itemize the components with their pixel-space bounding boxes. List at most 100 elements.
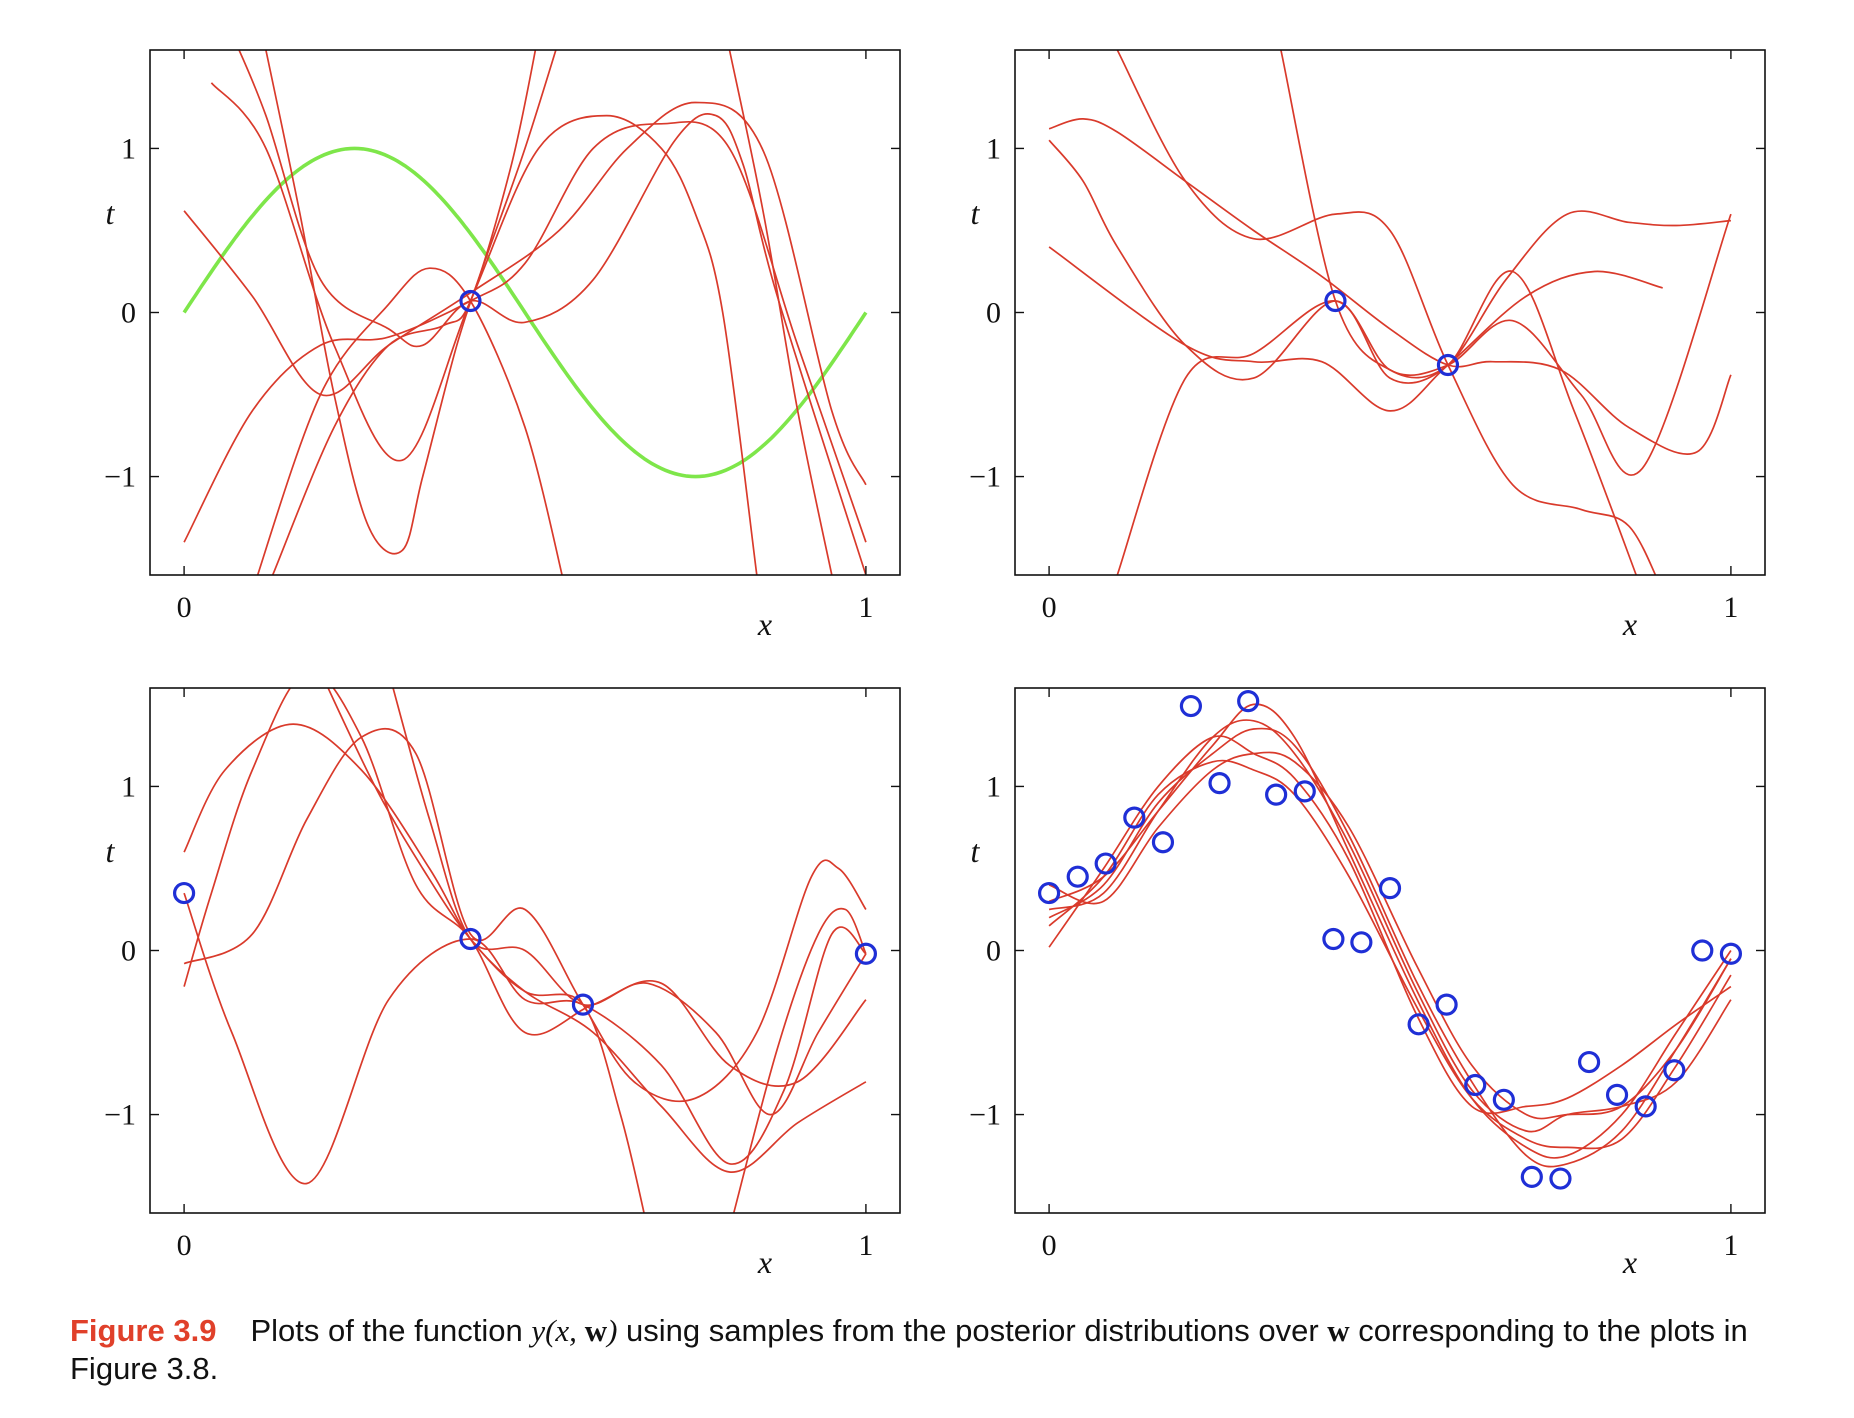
plot-area: [1048, 50, 1732, 575]
sample-curve-3: [1048, 719, 1732, 1133]
data-point: [1719, 942, 1743, 965]
axes-frame: [1014, 49, 1766, 576]
data-point: [1492, 1088, 1515, 1111]
y-tick-label: −1: [104, 1099, 136, 1132]
sample-curve-5: [1048, 751, 1732, 1120]
x-tick-label: 0: [177, 1229, 192, 1262]
y-axis-label: t: [971, 195, 981, 231]
data-point: [854, 942, 878, 965]
sample-curve-2: [183, 688, 867, 1087]
x-tick-label: 1: [858, 591, 873, 624]
sample-curve-4: [1116, 213, 1732, 575]
y-tick-label: −1: [969, 461, 1001, 494]
sample-curve-4: [1048, 735, 1732, 1115]
data-point: [1179, 694, 1203, 718]
data-point: [1208, 772, 1231, 795]
y-tick-label: −1: [969, 1099, 1001, 1132]
data-point: [1663, 1059, 1686, 1082]
true-function-line: [182, 146, 868, 479]
data-point: [1094, 852, 1117, 875]
x-axis-label: x: [757, 1244, 772, 1280]
caption-math-w2: w: [1327, 1313, 1350, 1348]
plot-area: [1037, 690, 1743, 1190]
figure-caption: Figure 3.9 Plots of the function y(x, w) …: [70, 1312, 1800, 1388]
data-point: [1549, 1167, 1572, 1190]
y-tick-label: 0: [121, 297, 136, 330]
data-point: [1324, 289, 1347, 313]
x-axis-label: x: [1622, 1244, 1637, 1280]
y-tick-label: 0: [986, 935, 1001, 968]
y-axis-label: t: [106, 833, 116, 869]
plot-area: [172, 688, 878, 1213]
data-point: [1123, 806, 1146, 829]
data-point: [1037, 881, 1061, 905]
caption-text-2: using samples from the posterior distrib…: [617, 1313, 1328, 1348]
data-point: [459, 927, 482, 951]
caption-text-3: corresponding to the plots in Figure 3.8…: [70, 1313, 1748, 1386]
caption-label: Figure 3.9: [70, 1313, 217, 1348]
data-point: [1520, 1165, 1543, 1189]
y-tick-label: 1: [121, 132, 136, 165]
sample-curve-1: [1048, 118, 1732, 455]
y-tick-label: 1: [121, 770, 136, 803]
axes-frame: [1014, 687, 1766, 1214]
x-tick-label: 0: [1042, 591, 1057, 624]
sample-curve-2: [1048, 139, 1731, 384]
data-point: [1605, 1083, 1629, 1106]
sample-curve-6: [1048, 759, 1732, 1150]
x-tick-label: 1: [1723, 1229, 1738, 1262]
data-point: [1265, 783, 1288, 806]
sample-curve-1: [183, 723, 867, 1173]
y-tick-label: 1: [986, 770, 1001, 803]
caption-math-w1: w: [584, 1313, 608, 1348]
sample-curve-6: [271, 50, 537, 575]
figure-3-9: −1 0 1 0 1 x t −1 0 1 0 1 x t −1 0 1 0 1 x t −1 0 1 0 1 x t: [104, 49, 1766, 1280]
x-tick-label: 0: [177, 591, 192, 624]
data-point: [571, 993, 595, 1016]
data-point: [1350, 931, 1373, 954]
data-point: [1378, 877, 1402, 900]
data-point: [1151, 831, 1175, 854]
y-axis-label: t: [106, 195, 116, 231]
data-point: [1634, 1095, 1657, 1118]
sample-curve-4: [183, 892, 867, 1185]
x-tick-label: 1: [1723, 591, 1738, 624]
sample-curve-5: [256, 267, 563, 575]
y-axis-label: t: [971, 833, 981, 869]
sample-curve-6: [1048, 246, 1663, 412]
data-point: [1407, 1013, 1430, 1036]
x-axis-label: x: [1622, 606, 1637, 642]
plot-area: [182, 50, 868, 575]
plot-panel-4: −1 0 1 0 1 x t: [969, 687, 1766, 1280]
sample-curve-3: [183, 727, 867, 1103]
plot-panel-1: −1 0 1 0 1 x t: [104, 49, 901, 642]
x-tick-label: 0: [1042, 1229, 1057, 1262]
data-point: [1436, 353, 1460, 377]
sample-curve-3: [1116, 50, 1657, 575]
sample-curve-5: [1280, 50, 1638, 575]
data-point: [1464, 1073, 1487, 1097]
sample-curve-1: [183, 101, 867, 486]
data-point: [1577, 1050, 1601, 1074]
sample-curve-7: [732, 907, 867, 1213]
y-tick-label: 1: [986, 132, 1001, 165]
data-point: [1237, 690, 1260, 713]
sample-curve-1: [1048, 703, 1732, 1159]
data-point: [1435, 993, 1458, 1016]
data-point: [172, 881, 196, 905]
caption-math-1: y(x,: [531, 1313, 585, 1348]
sample-curve-3: [238, 50, 867, 575]
y-tick-label: 0: [121, 935, 136, 968]
x-axis-label: x: [757, 606, 772, 642]
y-tick-label: −1: [104, 461, 136, 494]
plot-panel-3: −1 0 1 0 1 x t: [104, 687, 901, 1280]
sample-curve-7: [210, 82, 758, 575]
data-point: [1293, 780, 1316, 803]
data-point: [1691, 939, 1714, 962]
sample-curve-6: [392, 688, 867, 1116]
sample-curve-8: [728, 50, 833, 575]
caption-text-1: Plots of the function: [250, 1313, 532, 1348]
sample-curve-2: [1048, 727, 1732, 1168]
data-point: [459, 289, 482, 313]
sample-curve-2: [183, 120, 867, 543]
